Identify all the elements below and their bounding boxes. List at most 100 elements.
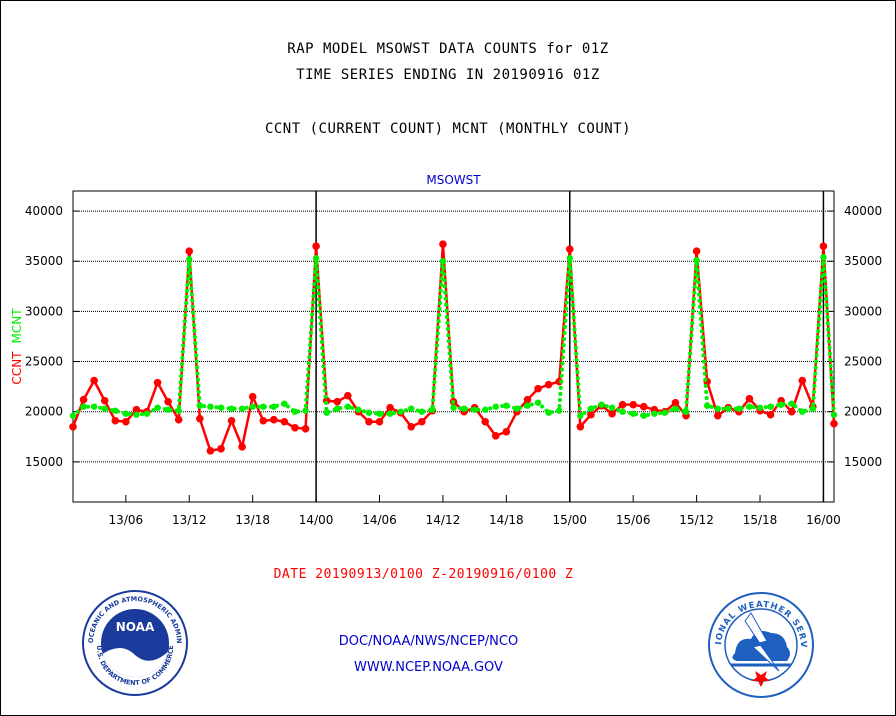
mcnt-point: [376, 410, 383, 417]
ccnt-point: [534, 384, 542, 393]
ccnt-point: [333, 397, 342, 406]
mcnt-point: [69, 412, 77, 419]
mcnt-point: [312, 255, 320, 262]
mcnt-point: [207, 403, 214, 410]
mcnt-point: [820, 254, 827, 261]
chart-title-line2: TIME SERIES ENDING IN 20190916 01Z: [296, 67, 600, 83]
mcnt-point: [682, 408, 690, 415]
ccnt-point: [111, 416, 120, 425]
mcnt-point: [534, 399, 542, 406]
ccnt-point: [713, 411, 722, 420]
panel-title: MSOWST: [426, 173, 481, 187]
mcnt-point: [397, 408, 404, 415]
x-tick-label: 14/06: [362, 513, 397, 527]
mcnt-point: [735, 405, 743, 412]
x-tick-label: 14/18: [489, 513, 524, 527]
ccnt-point: [100, 396, 109, 405]
ccnt-point: [745, 394, 754, 403]
y-tick-label-left: 40000: [25, 204, 63, 218]
mcnt-point: [175, 407, 182, 414]
ccnt-point: [798, 376, 807, 385]
ccnt-point: [164, 397, 172, 406]
x-tick-label: 14/00: [299, 513, 334, 527]
mcnt-point: [439, 258, 447, 265]
ccnt-point: [312, 242, 320, 250]
ccnt-point: [417, 417, 426, 426]
mcnt-point: [566, 255, 573, 262]
x-tick-label: 16/00: [806, 513, 841, 527]
ccnt-point: [196, 414, 204, 423]
ccnt-point: [766, 410, 775, 419]
mcnt-point: [186, 256, 193, 263]
mcnt-point: [503, 402, 510, 409]
mcnt-point: [619, 408, 626, 415]
mcnt-point: [291, 408, 299, 415]
ccnt-point: [523, 395, 532, 404]
mcnt-point: [249, 403, 256, 410]
mcnt-point: [133, 411, 140, 418]
mcnt-point: [746, 403, 753, 410]
mcnt-point: [830, 411, 838, 418]
chart-title-line1: RAP MODEL MSOWST DATA COUNTS for 01Z: [287, 41, 609, 57]
mcnt-point: [524, 402, 531, 409]
y-tick-label-right: 20000: [844, 405, 882, 419]
ccnt-point: [280, 417, 289, 426]
y-tick-label-right: 25000: [844, 355, 882, 369]
mcnt-point: [799, 408, 806, 415]
y-tick-label-left: 35000: [25, 254, 63, 268]
y-tick-label-left: 15000: [25, 455, 63, 469]
mcnt-point: [101, 405, 108, 412]
ccnt-point: [587, 410, 595, 419]
mcnt-point: [693, 257, 700, 264]
y-tick-label-left: 25000: [25, 355, 63, 369]
ccnt-point: [671, 398, 680, 407]
website-link[interactable]: WWW.NCEP.NOAA.GOV: [354, 660, 503, 675]
ccnt-point: [544, 380, 553, 389]
chart-subtitle: CCNT (CURRENT COUNT) MCNT (MONTHLY COUNT…: [264, 121, 632, 137]
y-tick-label-right: 40000: [844, 204, 882, 218]
ccnt-point: [386, 403, 394, 412]
mcnt-point: [640, 412, 647, 419]
mcnt-point: [513, 405, 521, 412]
ccnt-point: [344, 391, 352, 400]
mcnt-point: [482, 406, 489, 413]
ccnt-point: [608, 409, 616, 418]
mcnt-point: [577, 412, 584, 419]
ccnt-point: [819, 242, 828, 250]
mcnt-point: [80, 403, 87, 410]
ccnt-point: [270, 415, 278, 424]
mcnt-point: [809, 405, 817, 412]
x-tick-label: 13/18: [235, 513, 270, 527]
ccnt-point: [565, 245, 574, 253]
ccnt-point: [259, 416, 268, 425]
mcnt-point: [228, 405, 235, 412]
mcnt-point: [122, 410, 130, 417]
noaa-logo-icon: NOAA NATIONAL OCEANIC AND ATMOSPHERIC AD…: [81, 589, 188, 696]
ccnt-point: [291, 423, 299, 432]
ccnt-point: [787, 407, 796, 416]
ccnt-point: [639, 402, 648, 411]
ccnt-point: [830, 419, 838, 428]
ccnt-point: [238, 443, 246, 451]
mcnt-point: [777, 401, 785, 408]
y-axis-label-part: MCNT: [10, 308, 24, 344]
ccnt-point: [90, 376, 98, 385]
y-axis-label: CCNT MCNT: [10, 308, 24, 385]
mcnt-point: [471, 406, 478, 413]
ccnt-point: [629, 400, 637, 409]
ccnt-point: [217, 445, 225, 453]
mcnt-point: [164, 406, 172, 413]
mcnt-point: [651, 410, 658, 417]
x-tick-label: 15/00: [552, 513, 587, 527]
mcnt-point: [429, 406, 436, 413]
ccnt-point: [174, 415, 183, 424]
mcnt-point: [629, 410, 637, 417]
ccnt-point: [618, 400, 627, 409]
mcnt-point: [418, 408, 425, 415]
mcnt-point: [608, 404, 616, 411]
nws-logo-icon: NATIONAL WEATHER SERVICE: [707, 591, 814, 698]
ccnt-point: [79, 395, 88, 404]
mcnt-point: [545, 409, 552, 416]
mcnt-point: [714, 405, 721, 412]
